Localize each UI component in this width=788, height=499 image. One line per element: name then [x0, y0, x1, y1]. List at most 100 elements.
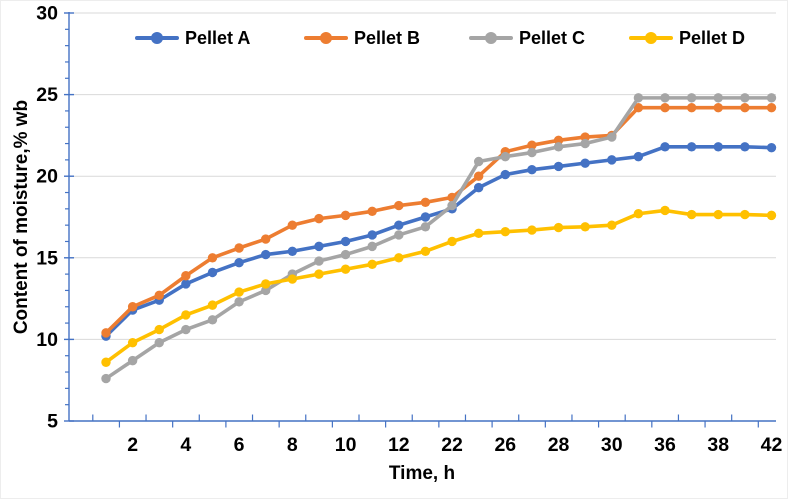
data-point-pellet-a	[314, 241, 324, 252]
data-point-pellet-a	[553, 161, 564, 172]
data-point-pellet-b	[314, 213, 324, 224]
data-point-pellet-b	[660, 102, 670, 113]
legend-item-pellet-d: Pellet D	[629, 28, 745, 48]
x-tick-label: 12	[388, 434, 410, 456]
data-point-pellet-a	[607, 155, 617, 165]
data-point-pellet-a	[500, 169, 510, 180]
data-point-pellet-c	[686, 93, 697, 103]
data-point-pellet-c	[367, 241, 377, 252]
data-point-pellet-c	[127, 355, 138, 366]
data-point-pellet-b	[394, 200, 404, 211]
data-point-pellet-c	[181, 324, 191, 335]
legend-item-pellet-a: Pellet A	[135, 28, 250, 48]
data-point-pellet-a	[766, 142, 777, 153]
gridlines	[69, 12, 776, 340]
data-point-pellet-b	[234, 243, 244, 253]
y-tick-label: 15	[36, 247, 58, 269]
legend-item-pellet-b: Pellet B	[304, 28, 420, 48]
y-tick-label: 30	[36, 3, 58, 25]
data-point-pellet-c	[500, 151, 510, 162]
data-point-pellet-c	[447, 200, 457, 211]
legend-label: Pellet D	[679, 27, 746, 48]
data-point-pellet-b	[686, 102, 697, 113]
data-point-pellet-a	[527, 164, 537, 175]
data-point-pellet-b	[287, 220, 298, 230]
data-point-pellet-d	[580, 222, 590, 232]
data-point-pellet-d	[633, 209, 644, 219]
x-tick-label: 30	[601, 434, 623, 456]
data-point-pellet-b	[420, 197, 431, 208]
data-point-pellet-d	[181, 310, 191, 320]
data-point-pellet-b	[580, 132, 590, 142]
data-point-pellet-a	[181, 279, 191, 289]
data-point-pellet-b	[101, 328, 111, 338]
data-point-pellet-d	[234, 287, 244, 297]
data-point-pellet-d	[686, 209, 697, 220]
data-point-pellet-b	[473, 171, 484, 181]
x-axis-ticks	[92, 414, 759, 428]
data-point-pellet-a	[660, 142, 670, 152]
data-point-pellet-a	[740, 142, 750, 152]
y-axis-title: Content of moisture,% wb	[11, 99, 32, 335]
data-point-pellet-a	[420, 212, 431, 222]
series-pellet-d	[101, 205, 777, 367]
legend-marker-icon	[469, 32, 513, 45]
data-point-pellet-b	[633, 102, 644, 113]
data-point-pellet-c	[340, 249, 351, 260]
data-point-pellet-d	[154, 324, 164, 335]
data-point-pellet-b	[261, 234, 271, 244]
data-point-pellet-b	[207, 253, 218, 263]
data-point-pellet-c	[766, 93, 777, 103]
x-tick-label: 6	[234, 434, 245, 456]
axes	[68, 12, 776, 422]
data-point-pellet-a	[207, 267, 218, 278]
data-point-pellet-b	[181, 271, 191, 281]
data-point-pellet-d	[207, 300, 218, 310]
data-point-pellet-d	[394, 253, 404, 263]
data-point-pellet-d	[766, 210, 777, 221]
y-tick-label: 5	[47, 411, 58, 433]
data-point-pellet-b	[766, 102, 777, 113]
data-point-pellet-c	[420, 222, 431, 232]
x-tick-label: 26	[494, 434, 516, 456]
data-point-pellet-a	[473, 182, 484, 193]
data-point-pellet-d	[127, 337, 138, 348]
y-tick-label: 10	[36, 329, 58, 351]
legend-item-pellet-c: Pellet C	[469, 28, 585, 48]
data-point-pellet-c	[633, 93, 644, 103]
data-point-pellet-d	[261, 279, 271, 289]
data-point-pellet-a	[367, 230, 377, 240]
data-point-pellet-c	[607, 132, 617, 142]
data-point-pellet-b	[527, 140, 537, 150]
data-point-pellet-b	[367, 206, 377, 216]
data-point-pellet-c	[394, 230, 404, 240]
legend-label: Pellet B	[354, 27, 421, 48]
data-point-pellet-b	[553, 135, 564, 145]
data-point-pellet-a	[340, 236, 351, 247]
data-point-pellet-b	[740, 102, 750, 113]
y-tick-label: 25	[36, 84, 58, 106]
data-point-pellet-b	[127, 302, 138, 312]
data-point-pellet-c	[580, 138, 590, 149]
x-tick-label: 2	[127, 434, 138, 456]
legend-marker-icon	[135, 32, 179, 45]
x-tick-label: 4	[180, 434, 191, 456]
x-tick-label: 38	[707, 434, 729, 456]
data-point-pellet-a	[261, 249, 271, 260]
x-tick-label: 22	[441, 434, 463, 456]
data-point-pellet-d	[553, 222, 564, 233]
series-pellet-a	[101, 142, 777, 341]
data-point-pellet-d	[713, 209, 723, 220]
x-tick-label: 36	[654, 434, 676, 456]
y-tick-label: 20	[36, 166, 58, 188]
data-point-pellet-c	[207, 315, 218, 325]
data-point-pellet-a	[713, 142, 723, 152]
data-point-pellet-c	[154, 337, 164, 348]
legend-marker-icon	[304, 32, 348, 45]
data-point-pellet-d	[420, 246, 431, 256]
x-tick-labels: 2 4 6 8 10 12 22 26 28 30 36 38 42	[127, 434, 782, 456]
data-point-pellet-c	[527, 147, 537, 158]
data-point-pellet-a	[394, 220, 404, 230]
